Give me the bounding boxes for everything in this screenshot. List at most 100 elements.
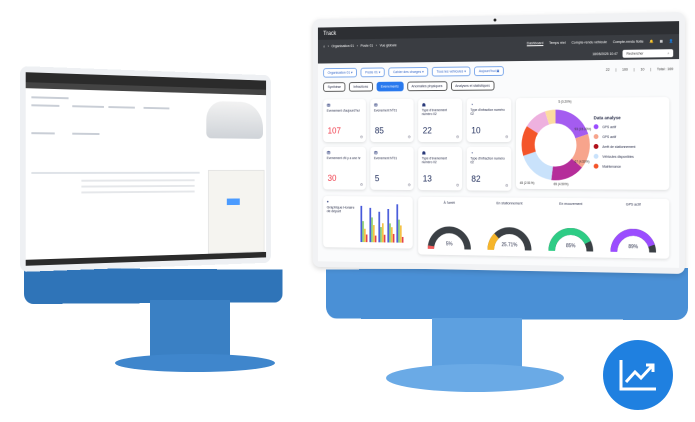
- tab-synthese[interactable]: Synthèse: [323, 82, 345, 92]
- donut-label: 45 (2.51%): [520, 181, 535, 185]
- legend-item[interactable]: Maintenance: [594, 164, 636, 169]
- filter-vehicles[interactable]: Tous les véhicules ▾: [432, 66, 471, 76]
- bar: [366, 234, 368, 242]
- filter-label: Organisation 01: [328, 71, 351, 75]
- donut-chart-card: 5 (0.20%) 93 (15.33%) 67 (4.50%) 65 (4.5…: [516, 97, 669, 190]
- legend-swatch: [594, 164, 599, 169]
- tab-infractions[interactable]: Infractions: [349, 82, 373, 92]
- legend-label: Maintenance: [602, 164, 621, 168]
- stat-alerts: 10: [640, 67, 644, 71]
- settings-icon[interactable]: ⚙: [360, 134, 363, 139]
- bar: [371, 217, 373, 242]
- map-marker[interactable]: [227, 198, 240, 205]
- event-card[interactable]: ⛃ Evenement d'aujourd'hui 107 ⚙: [323, 99, 366, 142]
- breadcrumb-item[interactable]: Organisation 01: [331, 44, 354, 48]
- card-value: 82: [471, 174, 480, 184]
- gauge: GPS actif 89%: [606, 202, 660, 206]
- donut-legend: Data analyse GPS actif GPS actif Arrêt de s…: [594, 115, 636, 174]
- card-label: Type d'infraction numéro 02: [470, 108, 507, 116]
- settings-icon[interactable]: ⚙: [360, 182, 363, 187]
- gauge: À l'arrêt 5%: [424, 201, 475, 205]
- bar: [400, 225, 402, 242]
- user-icon[interactable]: 👤: [669, 39, 673, 43]
- event-card[interactable]: ⛃ Evenement d'il y a une hr 30 ⚙: [323, 147, 366, 190]
- card-value: 5: [375, 174, 380, 184]
- stat-vehicles: 22: [606, 68, 610, 72]
- legend-swatch: [594, 134, 599, 139]
- breadcrumb-item: Vue globale: [380, 43, 397, 47]
- fleet-stats: 22 | 100 | 10 | Total : 169: [606, 67, 673, 72]
- filter-poste[interactable]: Poste 01 ▾: [361, 67, 385, 77]
- back-monitor-stand: [150, 300, 230, 360]
- dashboard-screen: Track ⌂ › Organisation 01 › Poste 01 › Vue …: [318, 21, 679, 268]
- nav-fleet-report[interactable]: Compte-rendu flotte: [613, 39, 644, 43]
- table-header: [31, 172, 199, 174]
- event-card[interactable]: ☗ Type d'évenement numéro 02 13 ⚙: [418, 147, 462, 191]
- donut-segment[interactable]: [523, 152, 553, 180]
- event-card[interactable]: ⛃ Evenement N°01 85 ⚙: [370, 99, 413, 142]
- nav-vehicle-report[interactable]: Compte-rendu véhicule: [571, 40, 607, 44]
- filter-date[interactable]: Aujourd'hui ▣: [474, 66, 504, 76]
- map[interactable]: [208, 170, 265, 254]
- grid-icon[interactable]: ▦: [660, 39, 663, 43]
- front-monitor-chin: [326, 268, 688, 320]
- top-nav: Dashboard Temps réel Compte-rendu véhicu…: [527, 39, 673, 45]
- settings-icon[interactable]: ⚙: [505, 134, 508, 139]
- filter-label: Cahier des charges: [393, 70, 421, 74]
- event-card[interactable]: ☗ Type d'évenement numéro 02 22 ⚙: [418, 99, 462, 143]
- bar: [393, 234, 395, 243]
- filter-label: Aujourd'hui: [479, 69, 496, 73]
- analytics-badge: [603, 340, 673, 410]
- bar: [380, 227, 382, 242]
- gauge-value: 25.71%: [483, 242, 535, 249]
- legend-label: GPS actif: [602, 125, 616, 129]
- settings-icon[interactable]: ⚙: [505, 183, 508, 188]
- filter-label: Poste 01: [365, 70, 378, 74]
- text-line: [31, 104, 59, 107]
- home-icon[interactable]: ⌂: [323, 44, 325, 48]
- gauge: En mouvement 85%: [544, 202, 597, 206]
- settings-icon[interactable]: ⚙: [456, 134, 459, 139]
- legend-item[interactable]: GPS actif: [594, 134, 636, 139]
- legend-swatch: [594, 144, 599, 149]
- legend-label: Véhicules disponibles: [602, 154, 633, 158]
- notification-icon[interactable]: 🔔: [649, 39, 653, 43]
- bar: [384, 235, 386, 243]
- filter-organisation[interactable]: Organisation 01 ▾: [323, 68, 357, 78]
- table-row: [81, 185, 194, 188]
- card-value: 22: [423, 126, 432, 136]
- tab-evenements[interactable]: Evenements: [376, 82, 403, 92]
- filter-specifications[interactable]: Cahier des charges ▾: [388, 67, 428, 77]
- settings-icon[interactable]: ⚙: [456, 183, 459, 188]
- settings-icon[interactable]: ⚙: [408, 134, 411, 139]
- donut-label: 93 (15.33%): [575, 127, 592, 131]
- nav-realtime[interactable]: Temps réel: [549, 40, 566, 44]
- donut-segment[interactable]: [556, 109, 589, 138]
- tab-anomalies[interactable]: Anomalies physiques: [407, 81, 447, 91]
- breadcrumb-item[interactable]: Poste 01: [360, 43, 373, 47]
- donut-chart: [518, 100, 594, 189]
- legend-item[interactable]: GPS actif: [594, 124, 636, 129]
- event-card[interactable]: ⛃ Evenement N°01 5 ⚙: [370, 147, 413, 190]
- legend-item[interactable]: Véhicules disponibles: [594, 154, 636, 159]
- legend-item[interactable]: Arrêt de stationnement: [594, 144, 636, 149]
- tab-bar: Synthèse Infractions Evenements Anomalie…: [318, 77, 679, 94]
- event-card[interactable]: ◔ Type d'infraction numéro 02 10 ⚙: [467, 98, 512, 142]
- tab-analyses[interactable]: Analyses et statistiques: [451, 81, 495, 91]
- table-row: [81, 179, 194, 181]
- app-logo: Track: [323, 31, 336, 37]
- settings-icon[interactable]: ⚙: [408, 182, 411, 187]
- search-input[interactable]: Rechercher ⌕: [623, 49, 674, 58]
- gauge-value: 85%: [544, 243, 597, 250]
- table-row: [81, 191, 194, 194]
- card-label: Type d'évenement numéro 02: [422, 156, 459, 164]
- event-card[interactable]: ◔ Type d'infraction numéro 02 82 ⚙: [467, 147, 512, 191]
- gauge: En stationnement 25.71%: [483, 201, 535, 205]
- search-icon[interactable]: ⌕: [667, 51, 669, 55]
- trend-chart-icon: [618, 358, 658, 392]
- card-label: Evenement N°01: [374, 156, 410, 160]
- nav-dashboard[interactable]: Dashboard: [527, 41, 544, 45]
- bar: [364, 229, 366, 242]
- stat-km: 100: [622, 68, 628, 72]
- card-label: Evenement d'il y a une hr: [327, 156, 363, 160]
